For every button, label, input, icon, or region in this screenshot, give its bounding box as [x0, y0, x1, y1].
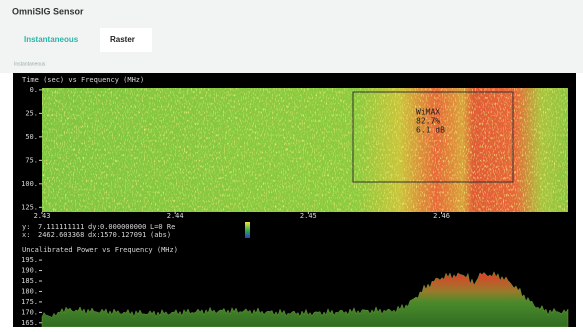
y-tick-label: 165.: [21, 319, 38, 327]
y-tick-label: 175.: [21, 298, 38, 306]
y-tick-label: 180.: [21, 287, 38, 295]
section-label: Instantaneous: [14, 61, 46, 67]
tab[interactable]: Instantaneous: [24, 35, 79, 44]
tab[interactable]: Raster: [110, 35, 135, 44]
annotation-line: WiMAX: [416, 108, 440, 117]
heatmap-noise: [42, 88, 568, 212]
readout-text: 0.000000000: [100, 223, 146, 231]
readout-text: dx:: [88, 231, 101, 239]
screen: OmniSIG Sensor Instantaneous Raster Inst…: [0, 0, 583, 327]
y-tick-label: 50.: [25, 133, 38, 141]
readout-text: 1570.127091: [100, 231, 146, 239]
readout-text: L=0 Re: [150, 223, 175, 231]
app-title: OmniSIG Sensor: [12, 6, 84, 16]
readout-text: (abs): [150, 231, 171, 239]
header-bg: [0, 0, 583, 73]
spectrogram-title: Time (sec) vs Frequency (MHz): [22, 76, 144, 84]
colorbar: [245, 222, 250, 238]
y-tick-label: 170.: [21, 308, 38, 316]
y-tick-label: 25.: [25, 109, 38, 117]
y-tick-label: 190.: [21, 267, 38, 275]
annotation-line: 6.1 dB: [416, 126, 445, 135]
page: OmniSIG Sensor Instantaneous Raster Inst…: [0, 0, 583, 327]
y-tick-label: 0.: [30, 86, 38, 94]
readout-text: y:: [22, 223, 30, 231]
y-tick-label: 100.: [21, 180, 38, 188]
y-tick-label: 185.: [21, 277, 38, 285]
annotation-line: 82.7%: [416, 117, 440, 126]
readout-text: 2462.603368: [38, 231, 84, 239]
y-tick-label: 125.: [21, 203, 38, 211]
readout-text: 7.111111111: [38, 223, 84, 231]
y-tick-label: 195.: [21, 256, 38, 264]
readout-text: dy:: [88, 223, 101, 231]
spectrum-title: Uncalibrated Power vs Frequency (MHz): [22, 246, 178, 254]
readout: y: 7.111111111 dy:0.000000000 L=0 Re x: 2462.…: [22, 223, 175, 239]
y-tick-label: 75.: [25, 156, 38, 164]
readout-text: x:: [22, 231, 30, 239]
